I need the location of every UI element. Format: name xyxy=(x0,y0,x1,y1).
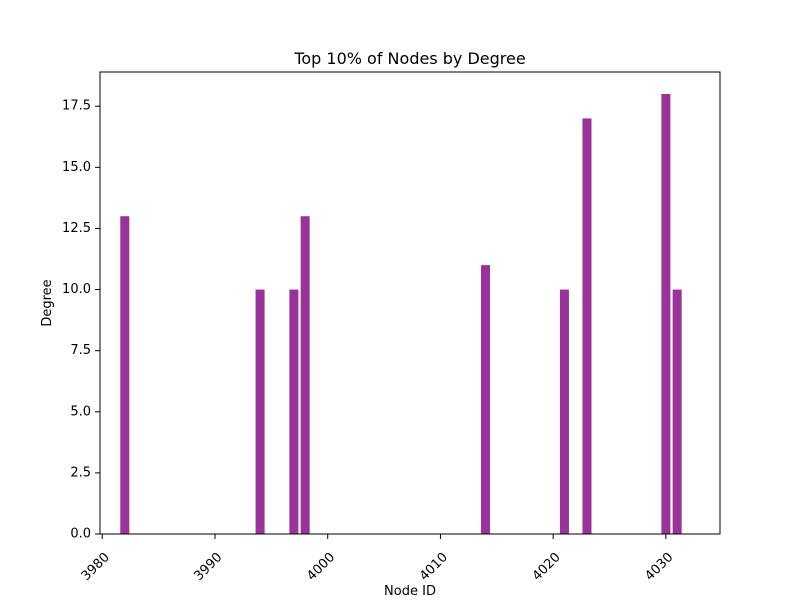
bar-node-3997 xyxy=(289,289,299,534)
bar-node-4030 xyxy=(661,94,671,534)
x-tick-label: 4000 xyxy=(304,550,338,584)
bar-node-3994 xyxy=(255,289,265,534)
y-tick-label: 12.5 xyxy=(62,221,91,236)
bar-node-4031 xyxy=(672,289,682,534)
plot-frame xyxy=(99,71,721,535)
x-tick-label: 4010 xyxy=(417,550,451,584)
chart-title: Top 10% of Nodes by Degree xyxy=(293,49,525,68)
y-tick-label: 17.5 xyxy=(62,99,91,114)
bar-node-4021 xyxy=(559,289,569,534)
y-tick-label: 15.0 xyxy=(62,160,91,175)
y-tick-label: 5.0 xyxy=(70,404,91,419)
y-tick-label: 10.0 xyxy=(62,282,91,297)
bar-node-3982 xyxy=(120,216,130,534)
y-tick-label: 7.5 xyxy=(70,343,91,358)
y-axis-title: Degree xyxy=(40,279,55,326)
x-tick-label: 4030 xyxy=(642,550,676,584)
x-axis-ticks: 3980 3990 4000 4010 4020 4030 xyxy=(79,534,676,584)
x-tick-label: 4020 xyxy=(530,550,564,584)
y-axis-ticks: 0.0 2.5 5.0 7.5 10.0 12.5 15.0 17.5 xyxy=(62,99,100,542)
x-tick-label: 3990 xyxy=(191,550,225,584)
bars-group xyxy=(120,94,682,534)
y-tick-label: 2.5 xyxy=(70,465,91,480)
x-axis-title: Node ID xyxy=(384,584,436,599)
bar-node-3998 xyxy=(300,216,310,534)
y-tick-label: 0.0 xyxy=(70,527,91,542)
bar-node-4014 xyxy=(481,265,491,534)
x-tick-label: 3980 xyxy=(79,550,113,584)
bar-node-4023 xyxy=(582,118,592,534)
